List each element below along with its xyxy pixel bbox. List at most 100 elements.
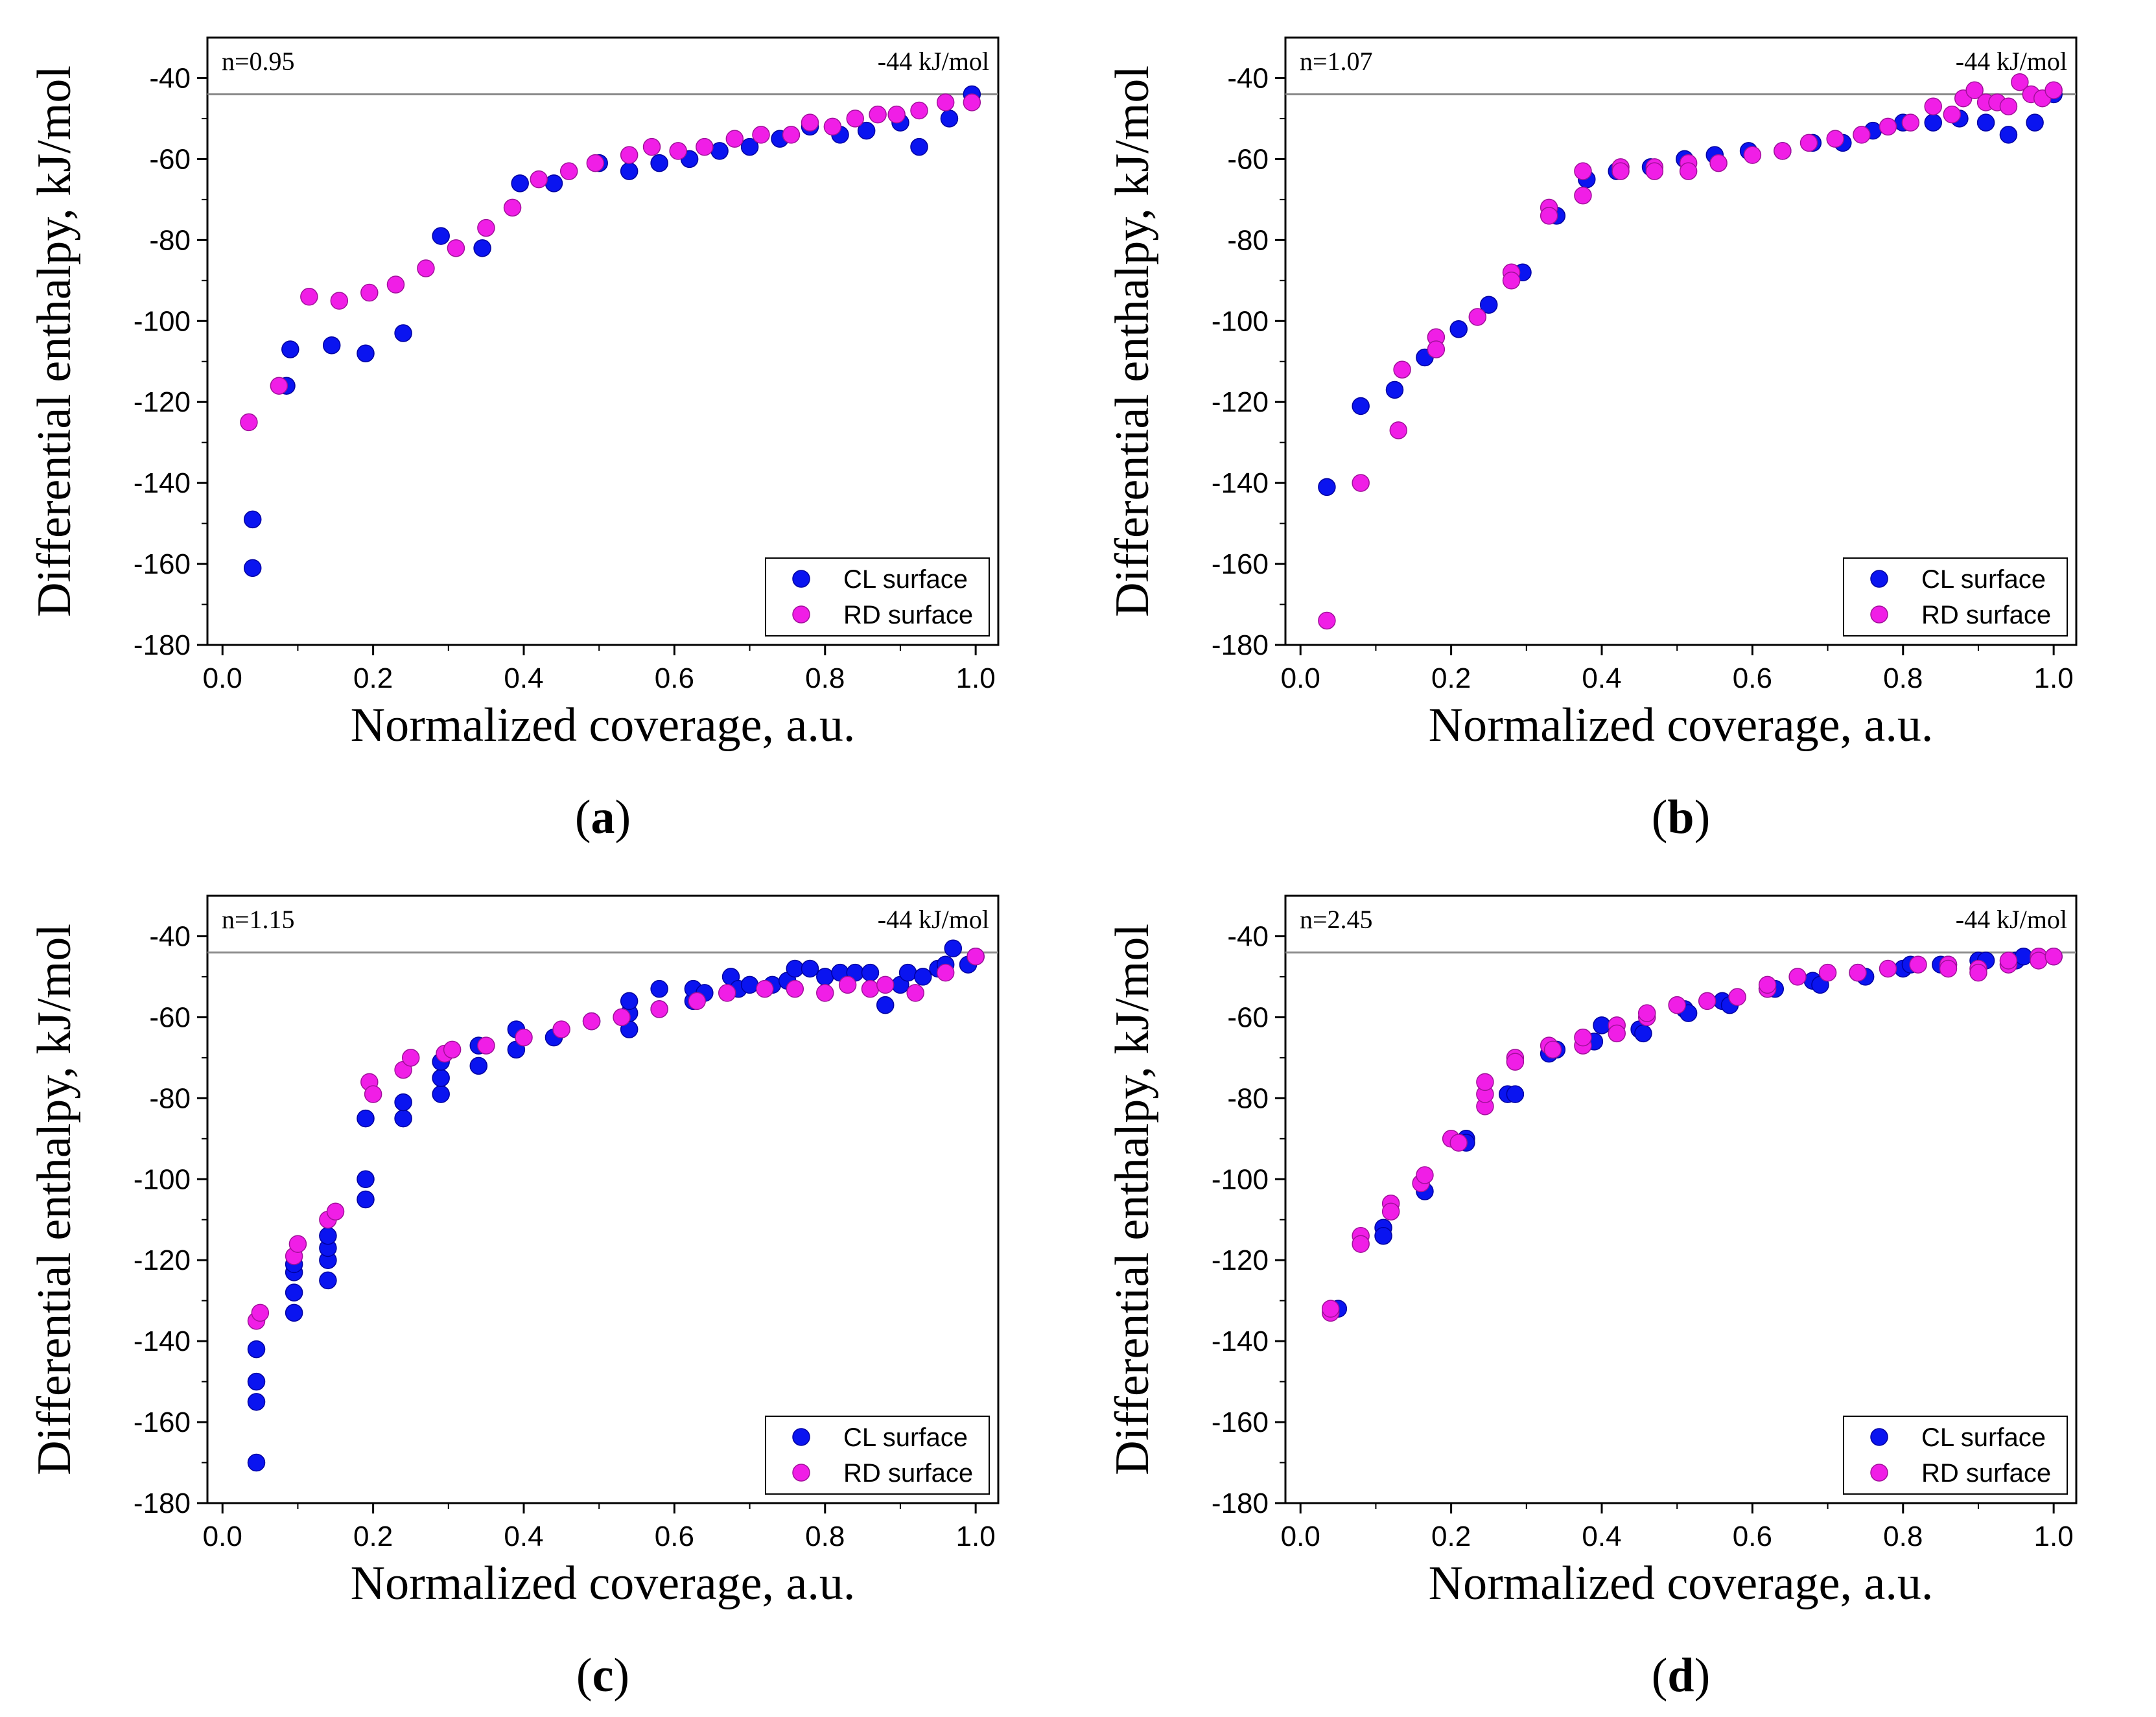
data-point [469, 1057, 488, 1075]
x-tick-label: 0.0 [203, 662, 242, 694]
data-point [1818, 963, 1837, 982]
data-point [2045, 947, 2063, 966]
data-point [1965, 81, 1984, 99]
y-tick-label: -180 [134, 629, 191, 661]
y-tick-label: -100 [1212, 305, 1269, 337]
data-point [1318, 478, 1336, 496]
y-tick-label: -60 [1227, 143, 1269, 175]
data-point [447, 239, 465, 257]
legend-label: CL surface [843, 1423, 968, 1452]
data-point [285, 1283, 303, 1302]
data-point [1449, 320, 1468, 338]
data-point [1611, 162, 1630, 180]
legend-label: RD surface [843, 1459, 973, 1488]
data-point [1374, 1226, 1392, 1245]
data-point [1352, 1235, 1370, 1253]
data-point [357, 1109, 375, 1128]
series-rd-surface [1318, 73, 2063, 630]
data-point [718, 984, 736, 1002]
data-point [1999, 97, 2018, 115]
data-point [251, 1303, 270, 1322]
x-axis-label: Normalized coverage, a.u. [1429, 1557, 1934, 1610]
y-tick-label: -140 [1212, 1326, 1269, 1357]
x-axis-label: Normalized coverage, a.u. [351, 699, 856, 752]
data-point [1593, 1016, 1611, 1034]
data-point [247, 1453, 266, 1472]
data-point [1506, 1085, 1525, 1103]
annotation-n: n=1.15 [222, 905, 295, 934]
data-point [1468, 308, 1487, 326]
y-tick-label: -100 [1212, 1163, 1269, 1195]
data-point [846, 110, 864, 128]
data-point [240, 413, 258, 432]
legend-label: RD surface [1921, 601, 2051, 629]
series-cl-surface [247, 939, 985, 1472]
chart-svg: 0.0 0.2 0.4 0.6 0.8 1.0 -40 -60 -80 -100 -120 -140 -… [28, 894, 1000, 1702]
y-tick-label: -180 [1212, 1488, 1269, 1519]
chart-svg: 0.0 0.2 0.4 0.6 0.8 1.0 -40 -60 -80 -100 -120 -140 -… [1106, 894, 2078, 1702]
y-tick-label: -140 [1212, 467, 1269, 499]
data-point [898, 963, 917, 982]
data-point [319, 1271, 337, 1290]
data-point [669, 142, 687, 160]
data-point [861, 963, 880, 982]
data-point [650, 154, 668, 172]
data-point [417, 259, 435, 277]
y-tick-label: -40 [149, 920, 191, 952]
x-tick-label: 0.0 [203, 1521, 242, 1552]
data-point [801, 959, 819, 978]
plot-frame [206, 894, 1000, 1504]
legend-marker [792, 570, 810, 588]
data-point [620, 146, 639, 164]
data-point [1352, 474, 1370, 492]
data-point [1389, 421, 1408, 439]
legend-label: CL surface [1921, 565, 2046, 594]
data-point [1449, 1134, 1468, 1152]
y-tick-label: -180 [1212, 629, 1269, 661]
data-point [386, 275, 405, 294]
data-point [696, 137, 714, 156]
plot-frame [1284, 36, 2078, 646]
data-point [1743, 146, 1762, 164]
data-point [1574, 162, 1592, 180]
x-tick-label: 0.0 [1281, 1521, 1320, 1552]
data-point [869, 105, 887, 124]
data-point [285, 1303, 303, 1322]
data-point [545, 174, 563, 193]
data-point [816, 968, 834, 986]
data-point [281, 340, 299, 358]
x-tick-label: 1.0 [956, 1521, 996, 1552]
data-point [1799, 134, 1818, 152]
data-point [816, 984, 834, 1002]
y-tick-label: -80 [149, 224, 191, 256]
data-point [910, 101, 928, 120]
legend-marker [1870, 1428, 1888, 1446]
data-point [477, 218, 495, 237]
data-point [1506, 1053, 1525, 1071]
data-point [1879, 959, 1897, 978]
y-tick-label: -100 [134, 305, 191, 337]
series-rd-surface [247, 947, 985, 1330]
data-point [1774, 142, 1792, 160]
data-point [1476, 1073, 1494, 1092]
data-point [1679, 162, 1698, 180]
data-point [1574, 1028, 1592, 1047]
data-point [782, 126, 801, 144]
data-point [650, 979, 668, 998]
data-point [876, 975, 895, 994]
series-cl-surface [243, 85, 981, 578]
series-rd-surface [1321, 947, 2063, 1322]
data-point [1969, 963, 1987, 982]
chart-panel-a: 0.0 0.2 0.4 0.6 0.8 1.0 -40 -60 -80 -100 -120 -140 -… [0, 0, 1078, 858]
data-point [967, 947, 985, 966]
data-point [1385, 380, 1404, 399]
data-point [1479, 296, 1498, 314]
data-point [1999, 952, 2018, 970]
data-point [823, 117, 842, 136]
data-point [1502, 272, 1521, 290]
chart-svg: 0.0 0.2 0.4 0.6 0.8 1.0 -40 -60 -80 -100 -120 -140 -… [28, 36, 1000, 844]
data-point [688, 992, 706, 1010]
data-point [1901, 113, 1920, 132]
x-tick-label: 0.4 [1582, 1521, 1621, 1552]
data-point [2045, 81, 2063, 99]
